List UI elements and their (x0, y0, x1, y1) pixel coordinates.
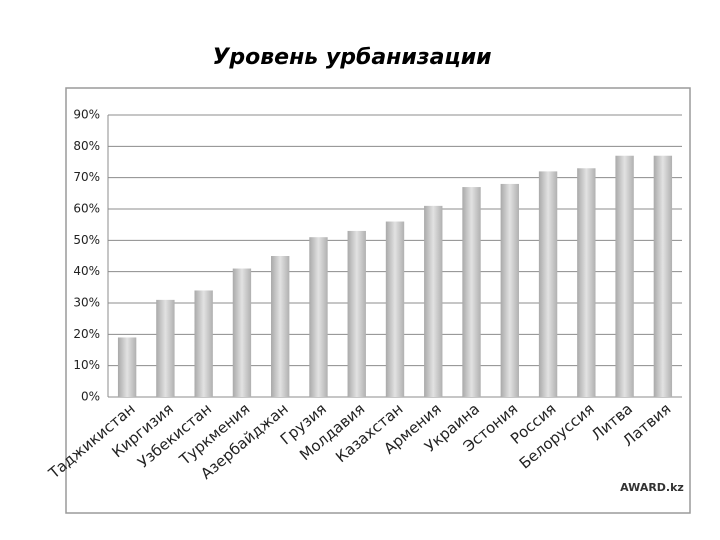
y-tick-label: 50% (73, 233, 100, 247)
bar (615, 155, 634, 397)
bar (462, 187, 481, 397)
bar (577, 168, 596, 397)
y-tick-label: 10% (73, 358, 100, 372)
y-tick-label: 80% (73, 139, 100, 153)
bar (271, 256, 290, 397)
y-tick-label: 90% (73, 108, 100, 122)
y-tick-label: 30% (73, 296, 100, 310)
bar (117, 337, 137, 397)
y-tick-label: 60% (73, 202, 100, 216)
bar (156, 299, 175, 397)
bar (309, 237, 328, 397)
bar (385, 221, 405, 397)
bar (347, 230, 366, 397)
y-tick-label: 20% (73, 327, 100, 341)
bar (232, 268, 252, 397)
y-tick-label: 40% (73, 264, 100, 278)
bar (424, 205, 443, 397)
bar (194, 290, 213, 397)
watermark: AWARD.kz (620, 481, 684, 494)
y-tick-label: 70% (73, 170, 100, 184)
chart-title: Уровень урбанизации (212, 45, 491, 70)
y-tick-label: 0% (81, 390, 100, 404)
bar (538, 171, 558, 397)
bar (500, 183, 519, 397)
bar (653, 155, 673, 397)
